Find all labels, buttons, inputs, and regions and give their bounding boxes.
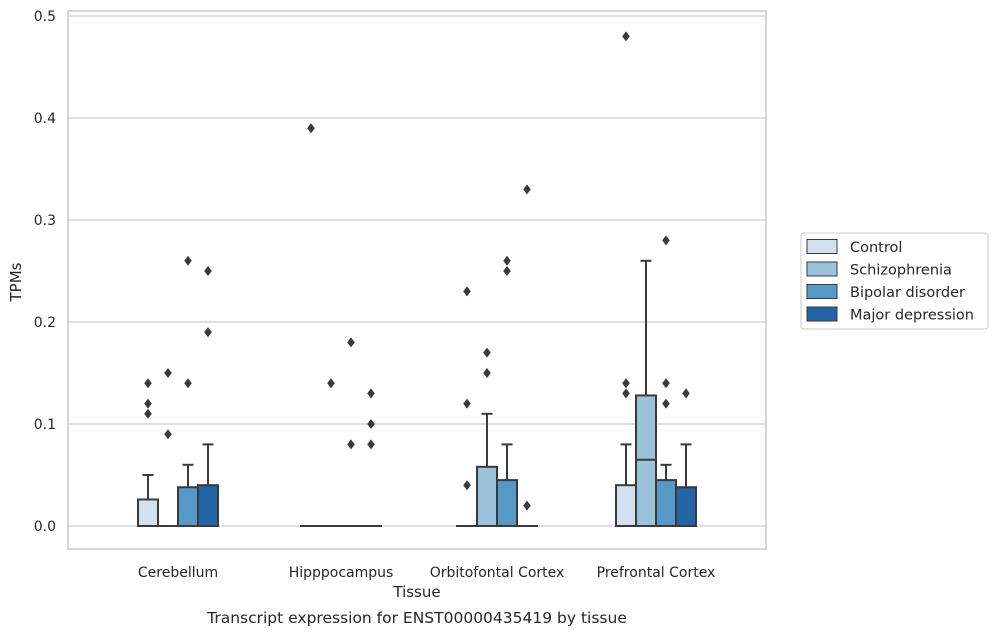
outlier-point-major-depression — [682, 388, 690, 399]
legend-swatch-major-depression — [806, 306, 838, 322]
y-tick-label: 0.1 — [34, 417, 56, 433]
box-bipolar-disorder — [655, 479, 677, 528]
outlier-point-control — [622, 378, 630, 389]
outlier-point-control — [144, 398, 152, 409]
outlier-point-bipolar-disorder — [184, 255, 192, 266]
x-tick-label: Hipppocampus — [289, 565, 394, 581]
legend: Control Schizophrenia Bipolar disorder Majo… — [800, 232, 989, 330]
y-tick-labels: 0.0 0.1 0.2 0.3 0.4 0.5 — [34, 9, 56, 535]
legend-swatch-bipolar-disorder — [806, 284, 838, 299]
outlier-point-schizophrenia — [164, 368, 172, 378]
outlier-point-major-depression — [204, 266, 212, 276]
legend-label-bipolar-disorder: Bipolar disorder — [850, 285, 965, 301]
box-bipolar-disorder — [177, 486, 199, 527]
legend-frame — [800, 232, 989, 330]
outlier-point-schizophrenia — [483, 347, 491, 358]
y-tick-label: 0.5 — [34, 9, 56, 25]
outlier-point-control — [144, 408, 152, 419]
outlier-point-major-depression — [523, 184, 531, 195]
outlier-point-bipolar-disorder — [662, 378, 670, 389]
box-group-prefrontal-cortex — [615, 31, 697, 528]
legend-label-schizophrenia: Schizophrenia — [850, 263, 952, 279]
y-tick-label: 0.2 — [34, 315, 56, 331]
box-schizophrenia — [635, 394, 657, 527]
outlier-point-major-depression — [204, 327, 212, 338]
box-major-depression — [675, 486, 697, 527]
y-tick-label: 0.3 — [34, 213, 56, 229]
x-tick-label: Cerebellum — [138, 565, 218, 581]
outlier-point-major-depression — [523, 500, 531, 511]
plot-background — [68, 11, 766, 549]
legend-label-control: Control — [850, 240, 902, 256]
y-tick-label: 0.0 — [34, 519, 56, 535]
outlier-point-bipolar-disorder — [503, 255, 511, 266]
outlier-point-control — [144, 378, 152, 389]
box-group-cerebellum — [137, 255, 219, 528]
outlier-point-control — [463, 398, 471, 409]
x-tick-label: Orbitofontal Cortex — [430, 565, 565, 581]
chart-caption: Transcript expression for ENST0000043541… — [206, 609, 627, 627]
outlier-point-bipolar-disorder — [347, 439, 355, 450]
outlier-point-schizophrenia — [327, 378, 335, 389]
outlier-point-schizophrenia — [483, 368, 491, 378]
legend-swatch-control — [806, 239, 838, 254]
outlier-point-control — [463, 286, 471, 297]
x-tick-label: Prefrontal Cortex — [597, 565, 716, 581]
outlier-point-schizophrenia — [164, 429, 172, 440]
outlier-point-bipolar-disorder — [184, 378, 192, 389]
plot-frame — [67, 10, 767, 550]
box-groups — [137, 31, 697, 528]
outlier-point-control — [622, 388, 630, 399]
legend-swatch-schizophrenia — [806, 261, 838, 277]
outlier-point-bipolar-disorder — [662, 235, 670, 246]
outlier-point-control — [622, 31, 630, 42]
box-schizophrenia — [476, 465, 498, 527]
outlier-point-bipolar-disorder — [347, 337, 355, 348]
box-control — [615, 484, 637, 528]
box-control — [137, 498, 159, 528]
legend-label-major-depression: Major depression — [850, 308, 974, 324]
box-bipolar-disorder — [496, 479, 518, 528]
box-group-orbitofontal-cortex — [456, 184, 538, 528]
box-group-hipppocampus — [300, 123, 382, 528]
outlier-point-bipolar-disorder — [503, 266, 511, 276]
x-axis-title: Tissue — [392, 583, 440, 601]
y-tick-label: 0.4 — [34, 111, 56, 127]
outlier-point-major-depression — [367, 439, 375, 450]
box-major-depression — [197, 484, 219, 528]
outlier-point-major-depression — [367, 388, 375, 399]
outlier-point-bipolar-disorder — [662, 398, 670, 409]
outlier-point-control — [307, 123, 315, 134]
y-axis-title: TPMs — [7, 262, 25, 302]
outlier-point-control — [463, 480, 471, 491]
x-tick-labels: Cerebellum Hipppocampus Orbitofontal Corte… — [138, 565, 715, 581]
outlier-point-major-depression — [367, 419, 375, 429]
